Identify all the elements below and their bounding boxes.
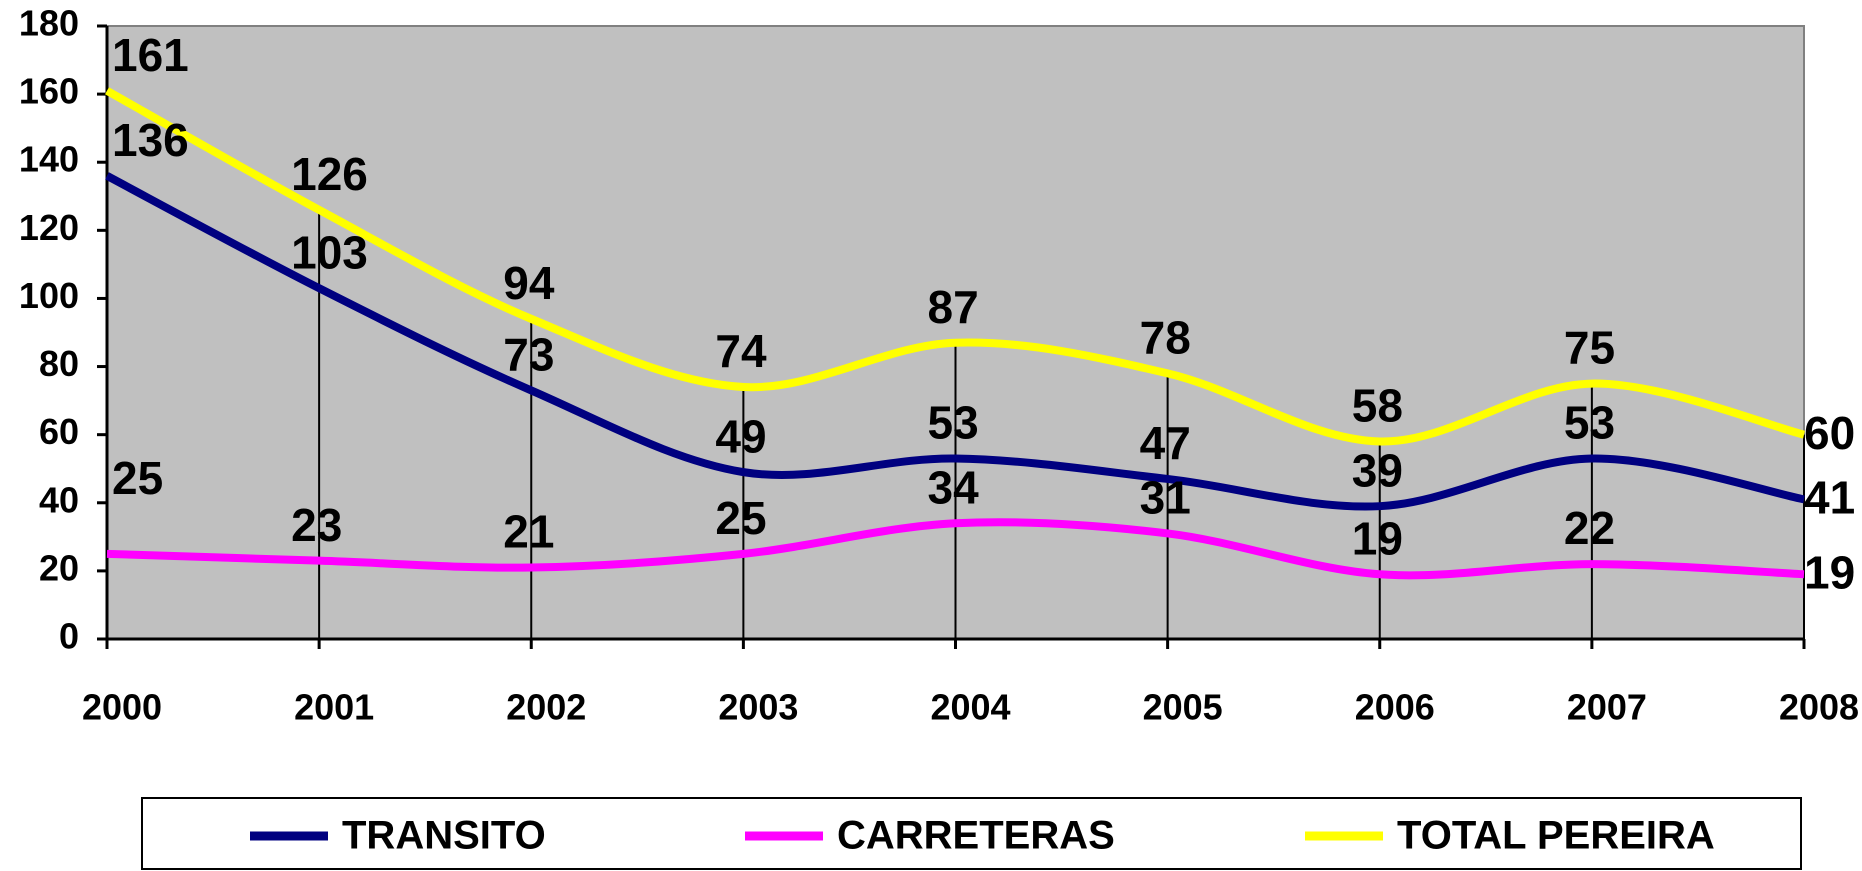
x-tick-label: 2006 — [1355, 687, 1435, 728]
x-tick-label: 2004 — [930, 687, 1010, 728]
data-label: 19 — [1352, 512, 1403, 564]
y-tick-label: 180 — [19, 3, 79, 44]
y-tick-label: 120 — [19, 207, 79, 248]
data-label: 21 — [503, 506, 554, 558]
data-label: 25 — [112, 452, 163, 504]
series-line — [106, 518, 1805, 580]
legend-label: CARRETERAS — [837, 814, 1115, 858]
y-tick-label: 160 — [19, 71, 79, 112]
data-label: 60 — [1804, 407, 1855, 459]
legend-label: TOTAL PEREIRA — [1397, 814, 1715, 858]
data-label: 103 — [291, 226, 368, 278]
series-line — [105, 87, 1805, 446]
y-tick-label: 60 — [39, 411, 79, 452]
data-label: 53 — [928, 397, 979, 449]
data-label: 161 — [112, 29, 189, 81]
data-label: 136 — [112, 114, 189, 166]
y-tick-label: 80 — [39, 343, 79, 384]
data-label: 87 — [928, 281, 979, 333]
x-tick-label: 2008 — [1779, 687, 1859, 728]
data-label: 53 — [1564, 397, 1615, 449]
data-label: 39 — [1352, 444, 1403, 496]
x-tick-label: 2000 — [82, 687, 162, 728]
x-tick-label: 2001 — [294, 687, 374, 728]
data-label: 41 — [1804, 472, 1855, 524]
data-label: 74 — [715, 325, 767, 377]
data-label: 73 — [503, 329, 554, 381]
x-tick-label: 2003 — [718, 687, 798, 728]
legend-label: TRANSITO — [342, 814, 546, 858]
data-label: 23 — [291, 499, 342, 551]
x-tick-label: 2005 — [1143, 687, 1223, 728]
series-line — [105, 172, 1805, 511]
data-label: 47 — [1140, 417, 1191, 469]
data-label: 126 — [291, 148, 368, 200]
y-tick-label: 100 — [19, 275, 79, 316]
data-label: 19 — [1804, 546, 1855, 598]
y-tick-label: 0 — [59, 616, 79, 657]
data-label: 49 — [715, 410, 766, 462]
data-label: 75 — [1564, 322, 1615, 374]
data-label: 22 — [1564, 502, 1615, 554]
data-label: 31 — [1140, 472, 1191, 524]
data-label: 94 — [503, 257, 555, 309]
data-label: 34 — [928, 461, 980, 513]
data-label: 78 — [1140, 312, 1191, 364]
legend-box — [141, 797, 1802, 870]
data-label: 25 — [715, 492, 766, 544]
y-tick-label: 40 — [39, 479, 79, 520]
x-tick-label: 2007 — [1567, 687, 1647, 728]
data-label: 58 — [1352, 380, 1403, 432]
y-tick-label: 20 — [39, 547, 79, 588]
y-tick-label: 140 — [19, 139, 79, 180]
x-tick-label: 2002 — [506, 687, 586, 728]
